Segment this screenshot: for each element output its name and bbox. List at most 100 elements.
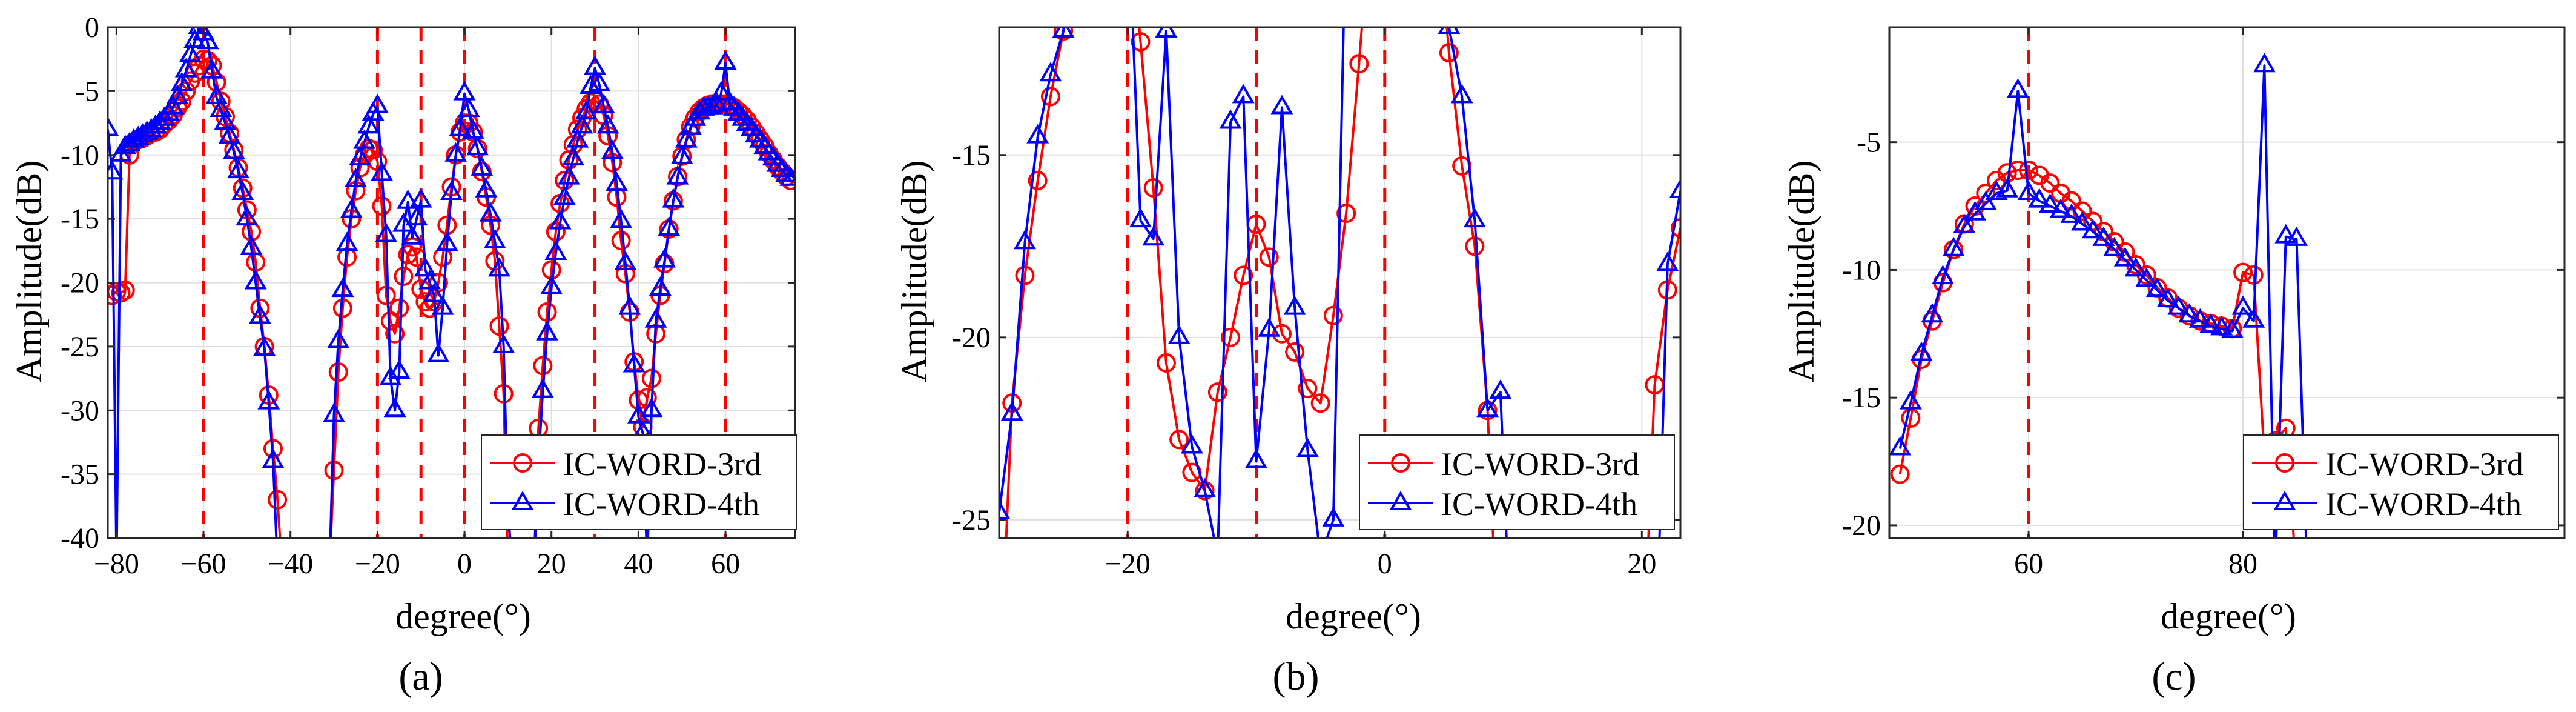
- data-point: [440, 180, 463, 200]
- panel-b-ylabel: Amplitude(dB): [894, 161, 934, 383]
- panel-a-xtick-label-3: −20: [355, 548, 400, 580]
- panel-c-legend-label-3rd: IC-WORD-3rd: [2325, 446, 2523, 482]
- data-point: [1015, 265, 1035, 285]
- data-point: [736, 111, 759, 131]
- data-point: [431, 295, 454, 315]
- panel-b: Amplitude(dB) degree(°) (b) −20 0 20 -15 -20…: [894, 26, 1682, 699]
- data-point: [136, 120, 159, 140]
- data-point: [2199, 313, 2222, 333]
- data-point: [658, 216, 681, 236]
- data-point: [2145, 278, 2168, 298]
- data-point: [2019, 161, 2039, 181]
- panel-a-legend-label-4th: IC-WORD-4th: [563, 486, 759, 522]
- data-point: [205, 84, 228, 104]
- data-point: [1221, 327, 1241, 347]
- data-point: [1450, 84, 1473, 104]
- data-point: [376, 285, 396, 305]
- data-point: [323, 402, 346, 422]
- data-point: [268, 490, 288, 510]
- data-point: [1283, 295, 1306, 315]
- data-point: [1901, 408, 1921, 428]
- panel-c-legend-marker-3rd: [2275, 453, 2294, 473]
- data-point: [475, 178, 498, 198]
- data-point: [766, 152, 789, 172]
- panel-c-series-area: [1889, 53, 2308, 538]
- data-point: [457, 97, 480, 117]
- data-point: [115, 281, 135, 301]
- data-point: [483, 229, 506, 249]
- data-point: [2061, 191, 2081, 211]
- series-line: [1005, 27, 1680, 538]
- data-point: [2233, 262, 2253, 282]
- data-point: [335, 231, 358, 251]
- data-point: [1039, 62, 1062, 82]
- data-point: [380, 311, 400, 331]
- data-point: [537, 302, 557, 322]
- panel-b-ticks: [999, 27, 1680, 538]
- data-point: [372, 196, 392, 216]
- panel-a-ytick-label-8: -40: [61, 522, 99, 554]
- data-point: [1953, 213, 1976, 233]
- data-point: [714, 50, 737, 70]
- data-point: [531, 378, 554, 398]
- data-point: [1671, 218, 1680, 238]
- data-point: [1232, 84, 1255, 104]
- data-point: [596, 114, 619, 134]
- data-point: [379, 365, 402, 385]
- data-point: [640, 398, 663, 418]
- data-point: [2244, 265, 2264, 285]
- data-point: [231, 180, 254, 200]
- data-point: [153, 106, 176, 126]
- data-point: [394, 266, 414, 286]
- data-point: [2103, 236, 2126, 256]
- data-point: [353, 129, 376, 149]
- data-point: [570, 114, 593, 134]
- data-point: [253, 336, 276, 356]
- data-point: [575, 100, 598, 120]
- panel-b-series-area: [999, 27, 1680, 538]
- data-point: [1219, 109, 1242, 129]
- data-point: [775, 162, 795, 182]
- data-point: [1890, 464, 1910, 484]
- data-point: [553, 185, 576, 205]
- data-point: [248, 304, 271, 324]
- panel-c-ticks: [1889, 27, 2564, 538]
- data-point: [610, 208, 633, 228]
- data-point: [200, 59, 223, 79]
- panel-a-plot: −80 −60 −40 −20 0 20 40 60 0 -5 -10 -15 -20 -25 -30 -35…: [61, 12, 796, 580]
- panel-b-ytick-label-0: -15: [952, 139, 991, 171]
- panel-b-frame: [998, 26, 1682, 539]
- data-point: [2253, 53, 2276, 73]
- data-point: [1921, 303, 1944, 323]
- data-point: [1932, 265, 1954, 285]
- data-point: [1899, 390, 1922, 410]
- data-point: [1155, 27, 1178, 38]
- panel-a-xtick-label-1: −60: [180, 548, 226, 580]
- panel-a-xtick-label-2: −40: [268, 548, 313, 580]
- data-point: [1194, 477, 1217, 497]
- data-point: [2231, 295, 2254, 315]
- panel-a-series-1: [108, 27, 795, 538]
- data-point: [466, 136, 489, 156]
- data-point: [546, 222, 566, 242]
- data-point: [584, 55, 607, 75]
- panel-b-series-1: [999, 27, 1680, 538]
- data-point: [174, 58, 197, 78]
- data-point: [385, 324, 405, 344]
- data-point: [108, 160, 124, 180]
- panel-c-xtick-label-0: 60: [2014, 548, 2043, 580]
- data-point: [1942, 236, 1965, 256]
- panel-c-legend-marker-4th: [2273, 490, 2296, 510]
- data-point: [2242, 308, 2265, 328]
- panel-a-xtick-label-5: 20: [537, 548, 566, 580]
- data-point: [2039, 193, 2061, 213]
- data-point: [1040, 87, 1060, 107]
- data-point: [227, 159, 249, 179]
- panel-c-ytick-label-2: -15: [1842, 382, 1881, 414]
- panel-a-ticks: [108, 26, 795, 539]
- data-point: [363, 140, 383, 160]
- data-point: [722, 96, 745, 116]
- panel-a-legend: IC-WORD-3rd IC-WORD-4th: [481, 434, 797, 530]
